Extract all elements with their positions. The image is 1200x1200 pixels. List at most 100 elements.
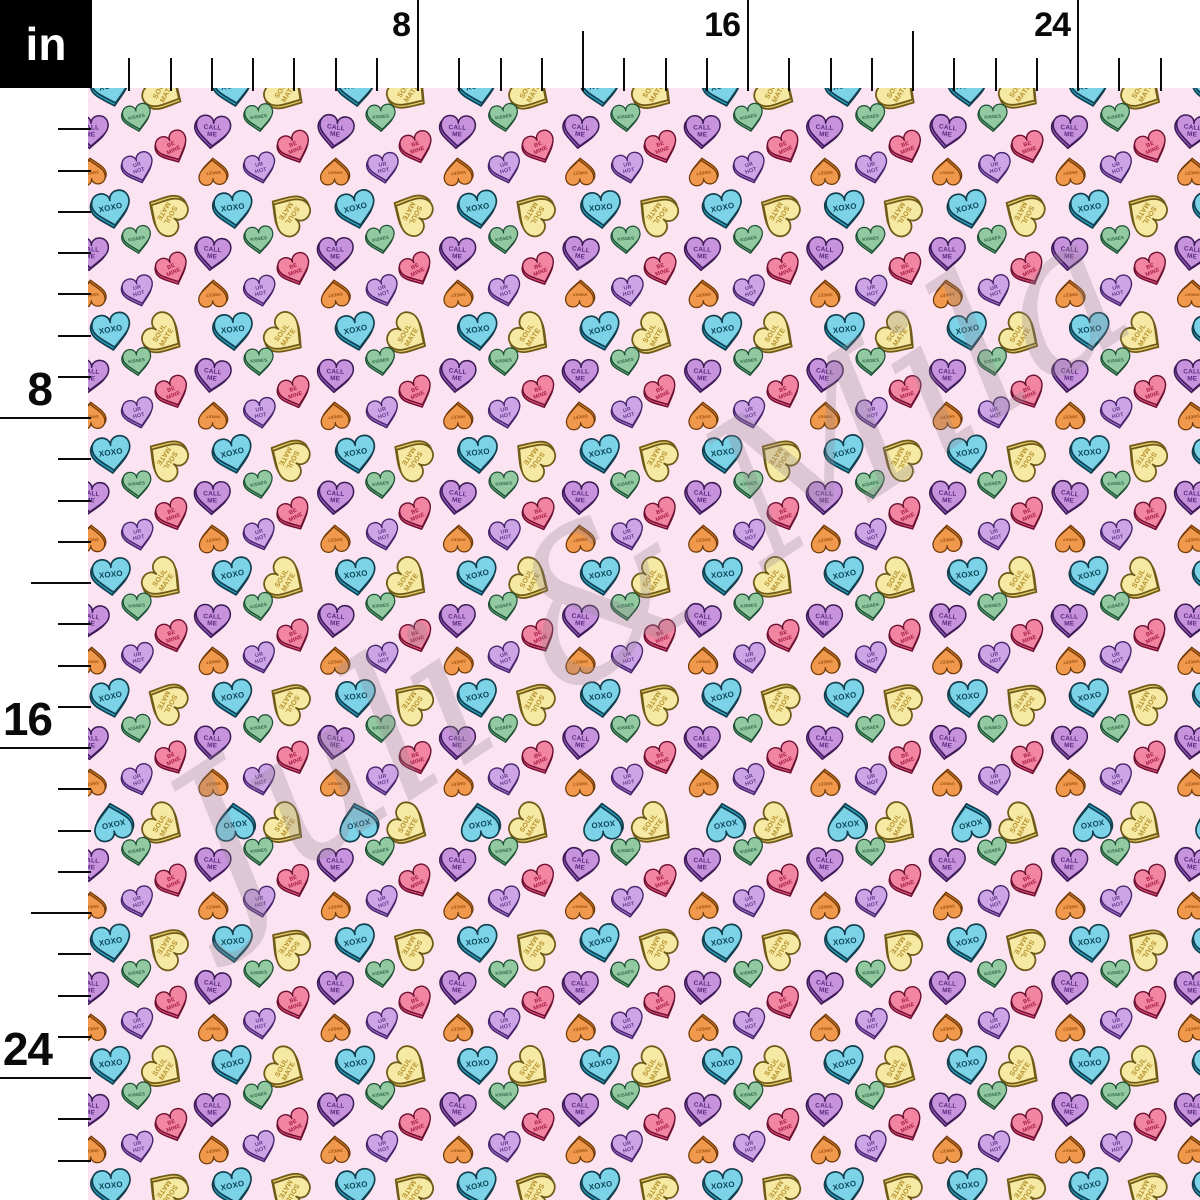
candy-heart-soul-mate: SOUL MATE <box>380 88 439 121</box>
svg-text:CALL: CALL <box>88 979 100 987</box>
svg-text:XOXO: XOXO <box>835 818 860 830</box>
svg-text:UR: UR <box>744 773 754 781</box>
candy-heart-soul-mate: SOUL MATE <box>626 673 684 732</box>
candy-heart-kisses: KISSES <box>487 836 522 869</box>
candy-heart-ur-hot: UR HOT <box>732 640 771 677</box>
candy-heart-be-mine: BE MINE <box>395 371 440 415</box>
candy-heart-soul-mate: SOUL MATE <box>503 428 562 487</box>
svg-text:UR: UR <box>622 528 632 536</box>
svg-text:SWEET: SWEET <box>695 414 711 420</box>
svg-text:BE: BE <box>1145 140 1155 149</box>
svg-text:ME: ME <box>820 1109 831 1116</box>
candy-heart-xoxo: XOXO <box>701 556 747 599</box>
svg-text:UR: UR <box>867 773 876 781</box>
svg-text:ME: ME <box>452 375 463 383</box>
candy-heart-be-mine: BE MINE <box>885 127 930 170</box>
candy-heart-xoxo: XOXO <box>945 1044 993 1089</box>
svg-text:SWEET: SWEET <box>817 781 833 787</box>
svg-text:CALL: CALL <box>571 1102 589 1110</box>
svg-text:KISSES: KISSES <box>372 113 389 119</box>
candy-heart-be-mine: BE MINE <box>151 1105 195 1147</box>
svg-text:KISSES: KISSES <box>495 235 512 242</box>
svg-text:BE: BE <box>656 630 666 639</box>
candy-heart-be-mine: BE MINE <box>273 738 318 781</box>
svg-text:CALL: CALL <box>693 857 711 865</box>
candy-heart-ur-hot: UR HOT <box>241 638 282 677</box>
svg-text:UR: UR <box>132 773 142 781</box>
svg-text:MINE: MINE <box>532 1124 548 1134</box>
svg-text:KISSES: KISSES <box>984 113 1001 119</box>
svg-text:KISSES: KISSES <box>250 358 267 364</box>
candy-heart-be-mine: BE MINE <box>396 493 441 536</box>
svg-text:SWEET: SWEET <box>205 781 221 787</box>
svg-text:MINE: MINE <box>410 878 426 890</box>
svg-text:BE: BE <box>533 874 543 883</box>
candy-heart-sweet: SWEET <box>1052 155 1086 187</box>
candy-heart-be-mine: BE MINE <box>1007 860 1053 904</box>
svg-text:BE: BE <box>656 263 666 271</box>
candy-heart-soul-mate: SOUL MATE <box>625 795 684 854</box>
svg-text:CALL: CALL <box>1061 1101 1080 1110</box>
candy-heart-xoxo: XOXO <box>1067 799 1115 844</box>
candy-heart-ur-hot: UR HOT <box>1098 149 1139 188</box>
candy-heart-sweet: SWEET <box>196 890 229 920</box>
candy-heart-xoxo: XOXO <box>210 1165 259 1200</box>
candy-heart-ur-hot: UR HOT <box>486 761 527 800</box>
svg-text:KISSES: KISSES <box>250 602 267 610</box>
svg-text:BE: BE <box>411 140 421 148</box>
candy-heart-sweet: SWEET <box>686 400 719 431</box>
ruler-tick <box>58 128 91 131</box>
candy-heart-be-mine: BE MINE <box>763 371 808 414</box>
svg-text:MINE: MINE <box>777 512 793 523</box>
ruler-tick <box>58 705 91 708</box>
candy-heart-kisses: KISSES <box>120 958 155 991</box>
svg-text:UR: UR <box>377 1018 387 1026</box>
svg-text:XOXO: XOXO <box>223 818 248 830</box>
candy-heart-kisses: KISSES <box>854 590 889 623</box>
svg-text:BE: BE <box>1145 630 1155 639</box>
candy-heart-sweet: SWEET <box>562 1011 597 1044</box>
svg-text:MINE: MINE <box>900 634 916 645</box>
svg-text:SWEET: SWEET <box>939 659 955 665</box>
candy-heart-be-mine: BE MINE <box>885 615 930 659</box>
svg-text:CALL: CALL <box>571 123 590 132</box>
candy-heart-kisses: KISSES <box>977 103 1010 134</box>
svg-text:ME: ME <box>819 742 830 750</box>
candy-heart-xoxo: XOXO <box>1068 922 1115 966</box>
svg-text:KISSES: KISSES <box>739 846 756 854</box>
svg-text:MINE: MINE <box>655 268 671 278</box>
svg-text:ME: ME <box>88 619 96 627</box>
svg-text:ME: ME <box>330 865 341 872</box>
candy-heart-soul-mate: SOUL MATE <box>381 429 439 488</box>
candy-heart-be-mine: BE MINE <box>641 250 684 291</box>
svg-text:ME: ME <box>1064 1108 1075 1116</box>
candy-heart-soul-mate: SOUL MATE <box>871 551 928 609</box>
candy-heart-ur-hot: UR HOT <box>731 1129 771 1167</box>
candy-heart-xoxo: XOXO <box>577 1043 626 1090</box>
candy-heart-soul-mate: SOUL MATE <box>382 184 438 242</box>
ruler-tick <box>582 31 584 91</box>
svg-text:UR: UR <box>1112 162 1122 170</box>
svg-text:XOXO: XOXO <box>710 1057 735 1069</box>
svg-text:BE: BE <box>166 140 176 149</box>
svg-text:BE: BE <box>901 997 911 1005</box>
svg-text:MINE: MINE <box>166 756 182 768</box>
candy-heart-ur-hot: UR HOT <box>242 272 282 310</box>
svg-text:CALL: CALL <box>326 980 344 988</box>
svg-text:HOT: HOT <box>744 901 758 910</box>
svg-text:MINE: MINE <box>900 145 916 156</box>
candy-heart-soul-mate: SOUL MATE <box>1115 1040 1174 1099</box>
svg-text:UR: UR <box>133 651 142 658</box>
svg-text:UR: UR <box>500 284 509 292</box>
candy-heart-soul-mate: SOUL MATE <box>871 429 927 487</box>
candy-heart-ur-hot: UR HOT <box>852 1127 894 1167</box>
svg-text:ME: ME <box>1187 497 1198 504</box>
candy-heart-be-mine: BE MINE <box>641 861 684 902</box>
svg-text:UR: UR <box>745 529 754 537</box>
